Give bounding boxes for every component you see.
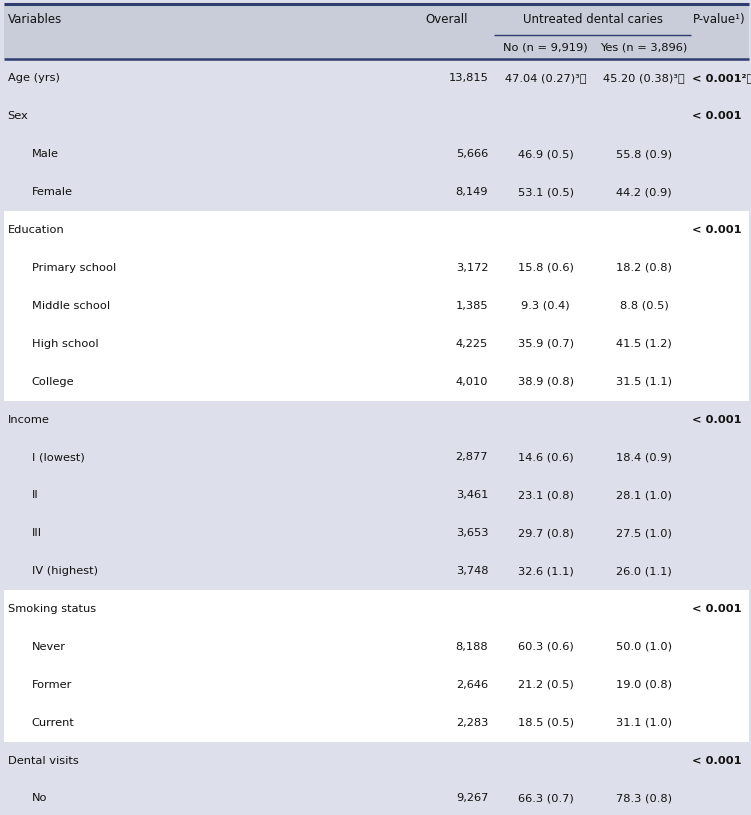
Text: 1,385: 1,385: [456, 301, 488, 311]
Text: 2,646: 2,646: [456, 680, 488, 689]
Bar: [4, 249, 749, 287]
Text: < 0.001: < 0.001: [692, 604, 742, 614]
Text: Smoking status: Smoking status: [8, 604, 95, 614]
Text: 32.6 (1.1): 32.6 (1.1): [517, 566, 574, 576]
Bar: [4, 135, 749, 173]
Text: Overall: Overall: [426, 13, 468, 26]
Text: High school: High school: [32, 339, 98, 349]
Bar: [4, 97, 749, 135]
Text: 26.0 (1.1): 26.0 (1.1): [616, 566, 672, 576]
Text: IV (highest): IV (highest): [32, 566, 98, 576]
Text: 2,877: 2,877: [456, 452, 488, 462]
Text: 31.5 (1.1): 31.5 (1.1): [616, 377, 672, 386]
Text: 41.5 (1.2): 41.5 (1.2): [616, 339, 672, 349]
Bar: [4, 324, 749, 363]
Text: 21.2 (0.5): 21.2 (0.5): [517, 680, 574, 689]
Text: 9,267: 9,267: [456, 794, 488, 804]
Text: < 0.001²⧯: < 0.001²⧯: [692, 73, 751, 83]
Bar: [4, 59, 749, 97]
Text: 2,283: 2,283: [456, 718, 488, 728]
Text: Current: Current: [32, 718, 74, 728]
Text: 53.1 (0.5): 53.1 (0.5): [517, 187, 574, 197]
Text: P-value¹): P-value¹): [692, 13, 745, 26]
Text: Education: Education: [8, 225, 65, 235]
Text: Sex: Sex: [8, 112, 29, 121]
Text: 31.1 (1.0): 31.1 (1.0): [616, 718, 672, 728]
Text: Income: Income: [8, 415, 50, 425]
Text: 3,653: 3,653: [456, 528, 488, 538]
Bar: [4, 400, 749, 438]
Text: No (n = 9,919): No (n = 9,919): [503, 42, 588, 52]
Bar: [4, 173, 749, 211]
Text: 15.8 (0.6): 15.8 (0.6): [517, 263, 574, 273]
Text: Primary school: Primary school: [32, 263, 116, 273]
Text: No: No: [32, 794, 47, 804]
Text: 14.6 (0.6): 14.6 (0.6): [517, 452, 574, 462]
Text: Never: Never: [32, 642, 65, 652]
Text: Variables: Variables: [8, 13, 62, 26]
Text: 50.0 (1.0): 50.0 (1.0): [616, 642, 672, 652]
Text: 18.5 (0.5): 18.5 (0.5): [517, 718, 574, 728]
Text: < 0.001: < 0.001: [692, 756, 742, 765]
Text: 46.9 (0.5): 46.9 (0.5): [517, 149, 574, 159]
Text: 44.2 (0.9): 44.2 (0.9): [616, 187, 672, 197]
Bar: [4, 438, 749, 476]
Text: Female: Female: [32, 187, 73, 197]
Bar: [4, 363, 749, 400]
Text: Dental visits: Dental visits: [8, 756, 78, 765]
Text: 5,666: 5,666: [456, 149, 488, 159]
Text: 23.1 (0.8): 23.1 (0.8): [517, 491, 574, 500]
Text: 66.3 (0.7): 66.3 (0.7): [517, 794, 574, 804]
Text: 18.4 (0.9): 18.4 (0.9): [616, 452, 672, 462]
Text: < 0.001: < 0.001: [692, 112, 742, 121]
Text: 8,149: 8,149: [456, 187, 488, 197]
Text: 35.9 (0.7): 35.9 (0.7): [517, 339, 574, 349]
Text: College: College: [32, 377, 74, 386]
Text: 13,815: 13,815: [448, 73, 488, 83]
Bar: [4, 590, 749, 628]
Text: Untreated dental caries: Untreated dental caries: [523, 13, 662, 26]
Text: II: II: [32, 491, 38, 500]
Text: 4,225: 4,225: [456, 339, 488, 349]
Text: 47.04 (0.27)³⧯: 47.04 (0.27)³⧯: [505, 73, 587, 83]
Text: 38.9 (0.8): 38.9 (0.8): [517, 377, 574, 386]
Text: 29.7 (0.8): 29.7 (0.8): [517, 528, 574, 538]
Text: < 0.001: < 0.001: [692, 415, 742, 425]
Text: 19.0 (0.8): 19.0 (0.8): [616, 680, 672, 689]
Text: Male: Male: [32, 149, 59, 159]
Text: 45.20 (0.38)³⧯: 45.20 (0.38)³⧯: [603, 73, 685, 83]
Text: 4,010: 4,010: [456, 377, 488, 386]
Bar: [4, 514, 749, 553]
Text: 18.2 (0.8): 18.2 (0.8): [616, 263, 672, 273]
Text: 60.3 (0.6): 60.3 (0.6): [517, 642, 574, 652]
Bar: [4, 703, 749, 742]
Text: Middle school: Middle school: [32, 301, 110, 311]
Text: Former: Former: [32, 680, 72, 689]
Text: 55.8 (0.9): 55.8 (0.9): [616, 149, 672, 159]
Bar: [4, 4, 749, 59]
Bar: [4, 476, 749, 514]
Text: 3,172: 3,172: [456, 263, 488, 273]
Bar: [4, 211, 749, 249]
Text: III: III: [32, 528, 41, 538]
Bar: [4, 287, 749, 324]
Text: I (lowest): I (lowest): [32, 452, 84, 462]
Text: < 0.001: < 0.001: [692, 225, 742, 235]
Text: 8,188: 8,188: [456, 642, 488, 652]
Text: Yes (n = 3,896): Yes (n = 3,896): [600, 42, 688, 52]
Text: 3,748: 3,748: [456, 566, 488, 576]
Text: 28.1 (1.0): 28.1 (1.0): [616, 491, 672, 500]
Text: 8.8 (0.5): 8.8 (0.5): [620, 301, 668, 311]
Bar: [4, 666, 749, 703]
Bar: [4, 742, 749, 779]
Bar: [4, 553, 749, 590]
Text: 9.3 (0.4): 9.3 (0.4): [521, 301, 570, 311]
Bar: [4, 779, 749, 815]
Text: 78.3 (0.8): 78.3 (0.8): [616, 794, 672, 804]
Text: 3,461: 3,461: [456, 491, 488, 500]
Bar: [4, 628, 749, 666]
Text: Age (yrs): Age (yrs): [8, 73, 59, 83]
Text: 27.5 (1.0): 27.5 (1.0): [616, 528, 672, 538]
